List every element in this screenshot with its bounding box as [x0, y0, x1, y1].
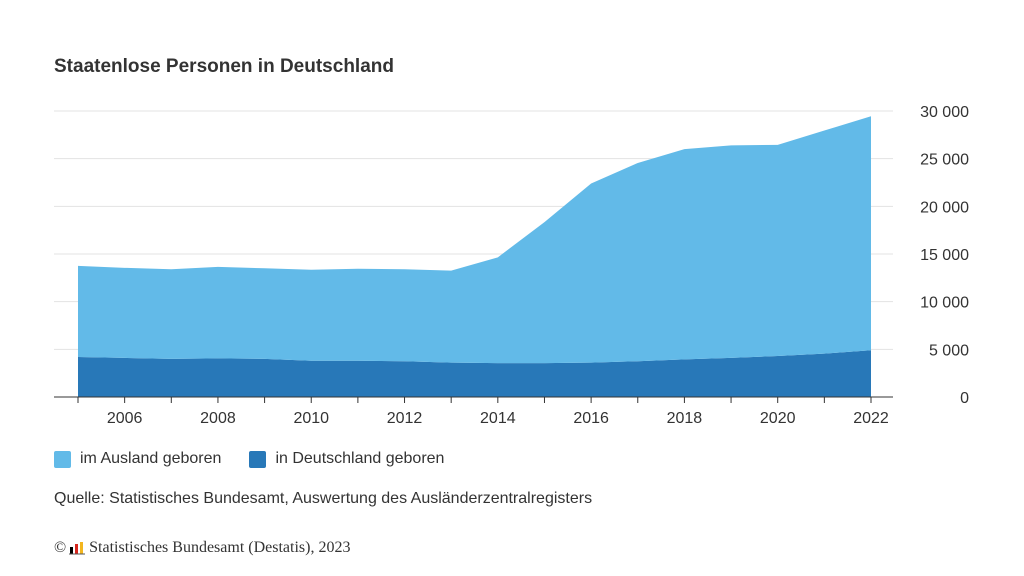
- x-tick-label: 2016: [573, 410, 609, 427]
- footer-text: Statistisches Bundesamt (Destatis), 2023: [89, 539, 351, 556]
- x-tick-label: 2014: [480, 410, 516, 427]
- legend-item-ausland[interactable]: im Ausland geboren: [54, 450, 221, 468]
- legend-label-deutschland: in Deutschland geboren: [275, 450, 445, 467]
- y-axis-labels: 0 5 000 10 000 15 000 20 000 25 000 30 000: [920, 104, 969, 407]
- chart-title: Staatenlose Personen in Deutschland: [54, 56, 394, 77]
- x-tick-label: 2010: [293, 410, 329, 427]
- y-tick-label: 15 000: [920, 247, 969, 264]
- x-tick-label: 2012: [387, 410, 423, 427]
- x-axis-labels: 2006 2008 2010 2012 2014 2016 2018 2020 2022: [107, 410, 889, 427]
- legend-swatch-ausland: [54, 450, 71, 468]
- destatis-logo-icon: [69, 542, 86, 555]
- legend: im Ausland geboren in Deutschland gebore…: [54, 450, 472, 468]
- copyright-symbol: ©: [54, 539, 67, 556]
- legend-item-deutschland[interactable]: in Deutschland geboren: [249, 450, 444, 468]
- y-tick-label: 25 000: [920, 152, 969, 169]
- area-im-ausland-geboren: [78, 116, 871, 364]
- x-tick-label: 2020: [760, 410, 796, 427]
- y-tick-label: 5 000: [929, 342, 969, 359]
- x-tick-label: 2022: [853, 410, 889, 427]
- source-note: Quelle: Statistisches Bundesamt, Auswert…: [54, 490, 593, 507]
- legend-swatch-deutschland: [249, 450, 267, 468]
- footer-credit: © Statistisches Bundesamt (Destatis), 20…: [54, 539, 350, 557]
- x-tick-label: 2008: [200, 410, 236, 427]
- x-tick-label: 2018: [667, 410, 703, 427]
- area-series: [78, 116, 871, 397]
- area-in-deutschland-geboren: [78, 350, 871, 397]
- y-tick-label: 0: [960, 390, 969, 407]
- y-tick-label: 30 000: [920, 104, 969, 121]
- y-tick-label: 10 000: [920, 295, 969, 312]
- legend-label-ausland: im Ausland geboren: [80, 450, 222, 467]
- x-axis: [54, 396, 893, 403]
- y-tick-label: 20 000: [920, 199, 969, 216]
- x-tick-label: 2006: [107, 410, 143, 427]
